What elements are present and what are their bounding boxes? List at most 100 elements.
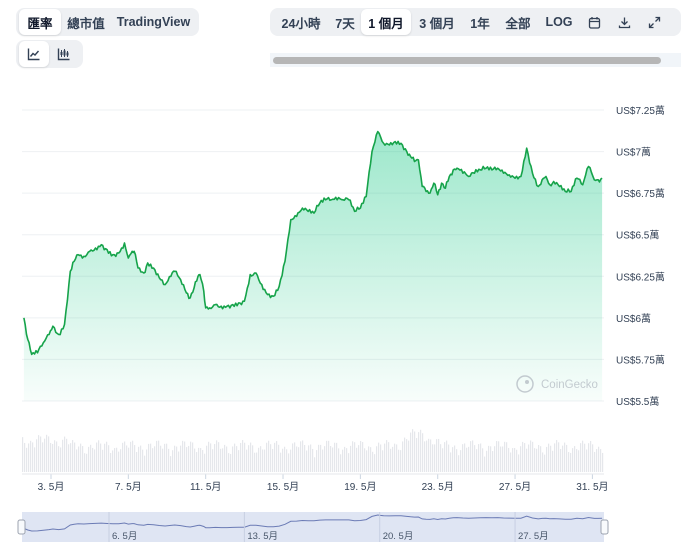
volume-bar bbox=[140, 445, 142, 472]
volume-bar bbox=[348, 453, 350, 472]
volume-bar bbox=[388, 442, 390, 472]
volume-bar bbox=[226, 446, 228, 472]
volume-bar bbox=[416, 438, 418, 472]
volume-bar bbox=[314, 457, 316, 472]
toolbar-scrollbar[interactable] bbox=[270, 53, 681, 67]
volume-bar bbox=[134, 445, 136, 472]
volume-bar bbox=[192, 442, 194, 472]
volume-bar bbox=[504, 441, 506, 472]
volume-bar bbox=[480, 443, 482, 472]
volume-bar bbox=[278, 444, 280, 472]
x-tick-label: 31. 5月 bbox=[576, 481, 608, 493]
volume-bar bbox=[332, 447, 334, 472]
volume-bar bbox=[98, 440, 100, 472]
tab-price[interactable]: 匯率 bbox=[19, 9, 61, 35]
volume-bar bbox=[326, 440, 328, 472]
range-24h-button[interactable]: 24小時 bbox=[281, 16, 321, 31]
volume-bar bbox=[410, 432, 412, 472]
volume-bar bbox=[236, 446, 238, 472]
calendar-button[interactable] bbox=[579, 9, 609, 35]
volume-bar bbox=[184, 441, 186, 472]
volume-bar bbox=[312, 448, 314, 472]
volume-bar bbox=[570, 452, 572, 472]
volume-bar bbox=[444, 442, 446, 472]
volume-bar bbox=[238, 450, 240, 472]
volume-bar bbox=[568, 452, 570, 472]
volume-bar bbox=[586, 449, 588, 472]
volume-bar bbox=[90, 444, 92, 472]
volume-bar bbox=[250, 442, 252, 472]
volume-bar bbox=[120, 449, 122, 472]
volume-bar bbox=[82, 446, 84, 472]
range-1m-button[interactable]: 1 個月 bbox=[361, 9, 411, 35]
volume-bar bbox=[302, 440, 304, 472]
volume-bar bbox=[546, 446, 548, 472]
volume-bar bbox=[330, 446, 332, 472]
volume-bar bbox=[36, 439, 38, 472]
volume-bar bbox=[242, 440, 244, 472]
volume-bar bbox=[114, 448, 116, 472]
volume-bar bbox=[282, 448, 284, 472]
tab-market-cap[interactable]: 總市值 bbox=[67, 16, 105, 31]
volume-bar bbox=[428, 438, 430, 472]
log-scale-button[interactable]: LOG bbox=[545, 15, 573, 29]
volume-bar bbox=[374, 454, 376, 472]
volume-bar bbox=[394, 443, 396, 472]
volume-bar bbox=[418, 432, 420, 472]
tab-tradingview[interactable]: TradingView bbox=[116, 15, 191, 29]
volume-bar bbox=[300, 441, 302, 472]
download-button[interactable] bbox=[609, 9, 639, 35]
volume-bar bbox=[128, 447, 130, 472]
volume-bar bbox=[48, 436, 50, 472]
toolbar-scrollbar-thumb[interactable] bbox=[273, 57, 661, 64]
chart-type-group bbox=[16, 40, 83, 68]
price-line bbox=[23, 130, 603, 356]
line-chart-button[interactable] bbox=[19, 41, 49, 67]
volume-bar bbox=[440, 444, 442, 472]
candlestick-chart-button[interactable] bbox=[49, 41, 79, 67]
volume-bar bbox=[420, 429, 422, 472]
volume-bar bbox=[500, 446, 502, 472]
volume-bar bbox=[530, 440, 532, 472]
volume-bar bbox=[186, 447, 188, 472]
volume-bar bbox=[172, 450, 174, 472]
expand-button[interactable] bbox=[639, 9, 669, 35]
range-7d-button[interactable]: 7天 bbox=[335, 16, 355, 31]
volume-bar bbox=[472, 440, 474, 472]
volume-bar bbox=[182, 440, 184, 472]
volume-bar bbox=[324, 446, 326, 472]
chart-grid bbox=[22, 109, 604, 402]
volume-bar bbox=[122, 442, 124, 472]
volume-bar bbox=[382, 450, 384, 472]
volume-bar bbox=[518, 454, 520, 472]
volume-bar bbox=[452, 447, 454, 472]
volume-bar bbox=[424, 441, 426, 472]
volume-bar bbox=[84, 453, 86, 472]
volume-bar bbox=[96, 442, 98, 472]
volume-bar bbox=[436, 439, 438, 472]
volume-bar bbox=[256, 452, 258, 472]
navigator-selection[interactable] bbox=[22, 512, 604, 542]
volume-bar bbox=[506, 442, 508, 472]
volume-bar bbox=[552, 450, 554, 472]
range-3m-button[interactable]: 3 個月 bbox=[419, 16, 455, 31]
volume-bar bbox=[468, 446, 470, 472]
volume-bar bbox=[72, 440, 74, 472]
volume-bar bbox=[520, 446, 522, 472]
volume-bar bbox=[318, 444, 320, 472]
volume-bar bbox=[556, 440, 558, 472]
volume-bar bbox=[408, 440, 410, 472]
volume-bar bbox=[26, 447, 28, 472]
x-tick-label: 19. 5月 bbox=[344, 481, 376, 493]
y-tick-label: US$6萬 bbox=[616, 312, 651, 325]
range-1y-button[interactable]: 1年 bbox=[470, 16, 490, 31]
navigator-left-handle[interactable] bbox=[17, 519, 26, 535]
volume-bar bbox=[60, 447, 62, 472]
navigator-right-handle[interactable] bbox=[600, 519, 609, 535]
range-all-button[interactable]: 全部 bbox=[505, 16, 531, 31]
navigator[interactable]: 6. 5月 13. 5月 20. 5月 27. 5月 bbox=[17, 512, 609, 542]
volume-bar bbox=[432, 444, 434, 472]
volume-bar bbox=[22, 437, 24, 472]
volume-bar bbox=[64, 436, 66, 472]
navigator-tick-label: 6. 5月 bbox=[112, 531, 137, 542]
